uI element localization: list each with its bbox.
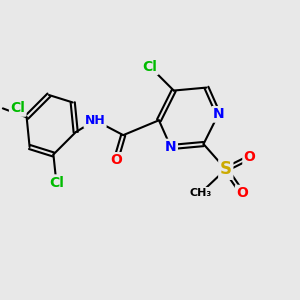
Text: NH: NH [85,114,105,127]
Text: O: O [110,153,122,167]
Text: N: N [212,107,224,121]
Text: N: N [165,140,177,154]
Text: Cl: Cl [10,101,25,116]
Text: Cl: Cl [142,60,158,74]
Text: O: O [236,186,248,200]
Text: CH₃: CH₃ [189,188,212,198]
Text: O: O [244,150,256,164]
Text: Cl: Cl [49,176,64,190]
Text: S: S [220,160,232,178]
